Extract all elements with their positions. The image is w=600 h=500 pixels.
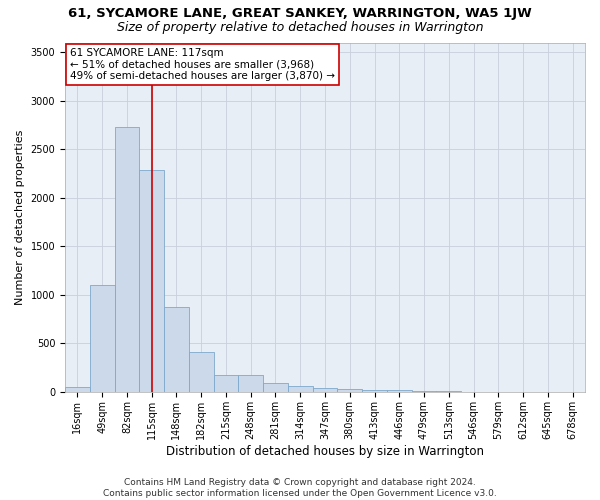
Bar <box>164 308 189 392</box>
Text: Size of property relative to detached houses in Warrington: Size of property relative to detached ho… <box>117 21 483 34</box>
Bar <box>115 127 139 392</box>
Bar <box>362 390 387 392</box>
Bar <box>263 383 288 392</box>
Bar <box>139 170 164 392</box>
Bar <box>387 390 412 392</box>
Bar <box>90 285 115 392</box>
Bar <box>189 352 214 392</box>
Text: 61, SYCAMORE LANE, GREAT SANKEY, WARRINGTON, WA5 1JW: 61, SYCAMORE LANE, GREAT SANKEY, WARRING… <box>68 8 532 20</box>
Bar <box>412 391 436 392</box>
Bar <box>65 386 90 392</box>
Text: Contains HM Land Registry data © Crown copyright and database right 2024.
Contai: Contains HM Land Registry data © Crown c… <box>103 478 497 498</box>
Bar <box>238 376 263 392</box>
Text: 61 SYCAMORE LANE: 117sqm
← 51% of detached houses are smaller (3,968)
49% of sem: 61 SYCAMORE LANE: 117sqm ← 51% of detach… <box>70 48 335 81</box>
Y-axis label: Number of detached properties: Number of detached properties <box>15 130 25 305</box>
Bar <box>214 376 238 392</box>
Bar <box>313 388 337 392</box>
X-axis label: Distribution of detached houses by size in Warrington: Distribution of detached houses by size … <box>166 444 484 458</box>
Bar <box>337 388 362 392</box>
Bar <box>288 386 313 392</box>
